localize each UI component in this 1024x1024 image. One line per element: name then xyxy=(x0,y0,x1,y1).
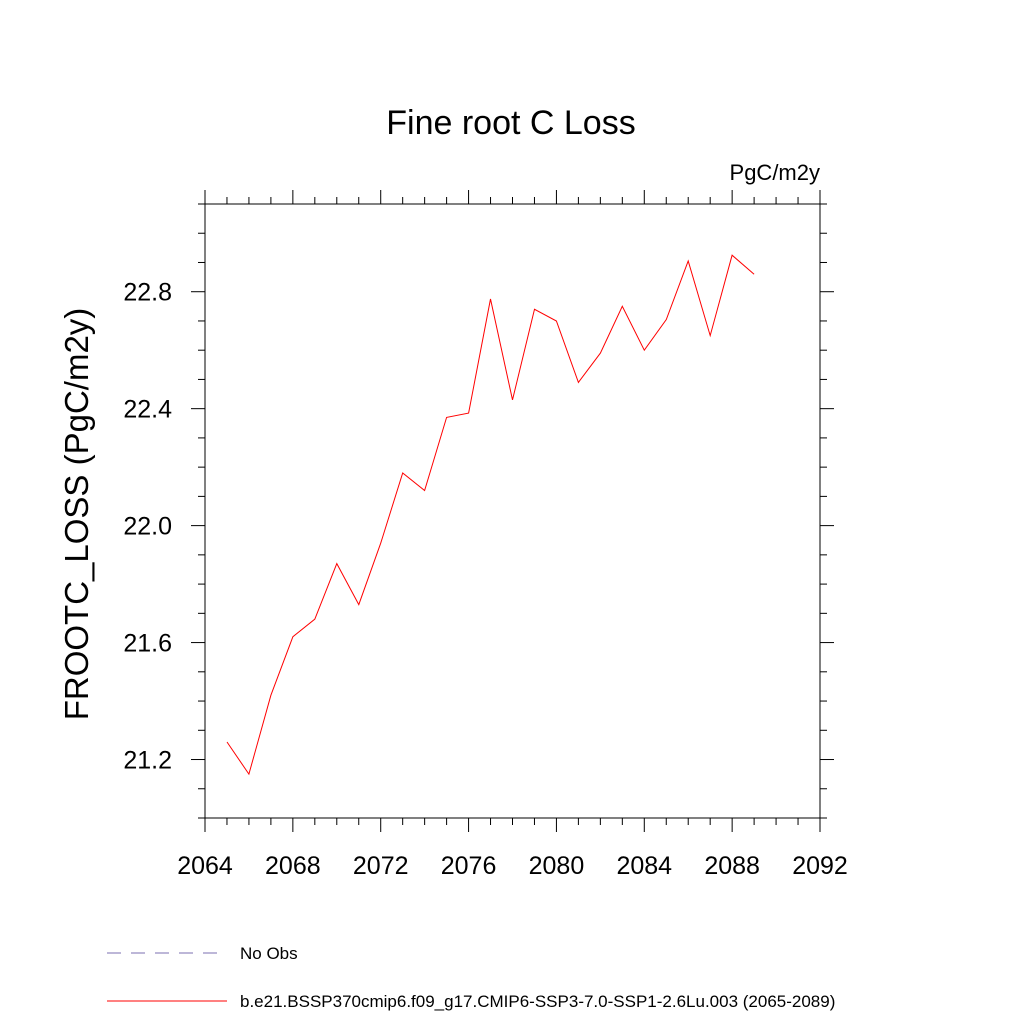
y-tick-label: 21.6 xyxy=(123,630,172,658)
legend-label-model-run: b.e21.BSSP370cmip6.f09_g17.CMIP6-SSP3-7.… xyxy=(240,992,835,1011)
x-tick-label: 2064 xyxy=(177,852,233,880)
axis-tick-labels: 2064 2068 2072 2076 2080 2084 2088 2092 21.2 21.6… xyxy=(123,279,847,880)
axis-ticks xyxy=(191,190,834,832)
chart-title: Fine root C Loss xyxy=(386,104,635,142)
x-tick-label: 2080 xyxy=(529,852,585,880)
y-tick-label: 22.8 xyxy=(123,279,172,307)
x-tick-label: 2076 xyxy=(441,852,497,880)
y-tick-label: 22.0 xyxy=(123,513,172,541)
series-lines xyxy=(226,254,755,776)
y-tick-label: 21.2 xyxy=(123,747,172,775)
units-label: PgC/m2y xyxy=(730,160,820,185)
y-tick-label: 22.4 xyxy=(123,396,172,424)
x-tick-label: 2072 xyxy=(353,852,409,880)
x-tick-label: 2092 xyxy=(792,852,848,880)
plot-frame xyxy=(204,203,821,819)
legend: No Obs b.e21.BSSP370cmip6.f09_g17.CMIP6-… xyxy=(107,944,835,1011)
x-tick-label: 2068 xyxy=(265,852,321,880)
series-line-1 xyxy=(226,254,755,776)
x-tick-label: 2084 xyxy=(616,852,672,880)
y-axis-label: FROOTC_LOSS (PgC/m2y) xyxy=(58,308,95,721)
x-tick-label: 2088 xyxy=(704,852,760,880)
legend-label-no-obs: No Obs xyxy=(240,944,298,963)
